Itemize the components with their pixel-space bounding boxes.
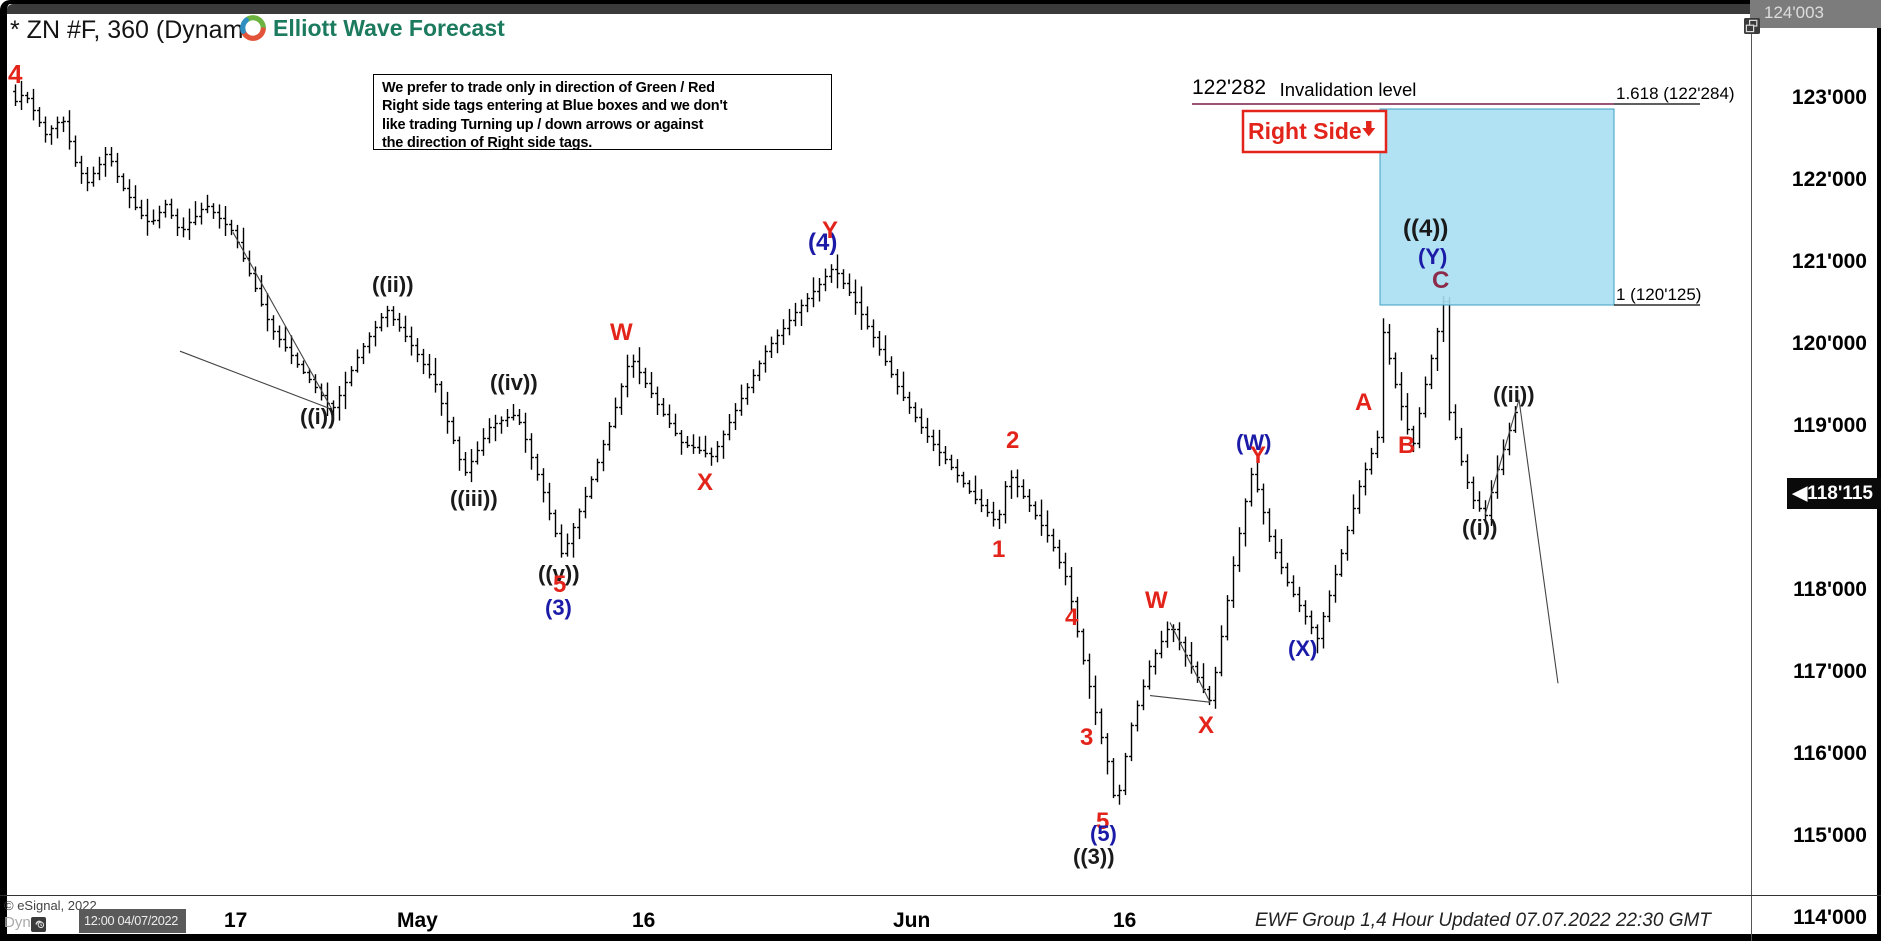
svg-text:1: 1 [992, 536, 1005, 563]
svg-text:Right Side: Right Side [1248, 118, 1362, 144]
svg-text:Y: Y [822, 217, 838, 244]
svg-text:((i)): ((i)) [1462, 515, 1497, 540]
svg-text:(Y): (Y) [1418, 244, 1447, 269]
svg-text:((iv)): ((iv)) [490, 370, 538, 395]
svg-text:((3)): ((3)) [1073, 844, 1115, 869]
svg-text:X: X [697, 469, 713, 496]
svg-text:(3): (3) [545, 595, 572, 620]
svg-text:B: B [1398, 432, 1415, 459]
svg-text:Invalidation level: Invalidation level [1280, 79, 1417, 100]
svg-text:((iii)): ((iii)) [450, 486, 498, 511]
svg-text:X: X [1198, 712, 1214, 739]
svg-text:3: 3 [1080, 724, 1093, 751]
svg-text:W: W [1145, 587, 1168, 614]
svg-text:((ii)): ((ii)) [372, 272, 414, 297]
svg-text:((4)): ((4)) [1403, 215, 1448, 242]
svg-text:((i)): ((i)) [300, 404, 335, 429]
svg-text:4: 4 [1065, 604, 1079, 631]
svg-text:Y: Y [1250, 442, 1266, 469]
svg-text:A: A [1355, 389, 1372, 416]
svg-text:122'282: 122'282 [1192, 76, 1266, 99]
svg-text:(5): (5) [1090, 821, 1117, 846]
svg-text:5: 5 [553, 571, 566, 598]
svg-text:(X): (X) [1288, 636, 1317, 661]
svg-text:((ii)): ((ii)) [1493, 382, 1535, 407]
svg-text:4: 4 [8, 59, 23, 89]
svg-text:2: 2 [1006, 427, 1019, 454]
svg-text:1 (120'125): 1 (120'125) [1616, 285, 1701, 304]
svg-text:1.618 (122'284): 1.618 (122'284) [1616, 84, 1735, 103]
svg-text:C: C [1432, 267, 1449, 294]
svg-text:W: W [610, 319, 633, 346]
